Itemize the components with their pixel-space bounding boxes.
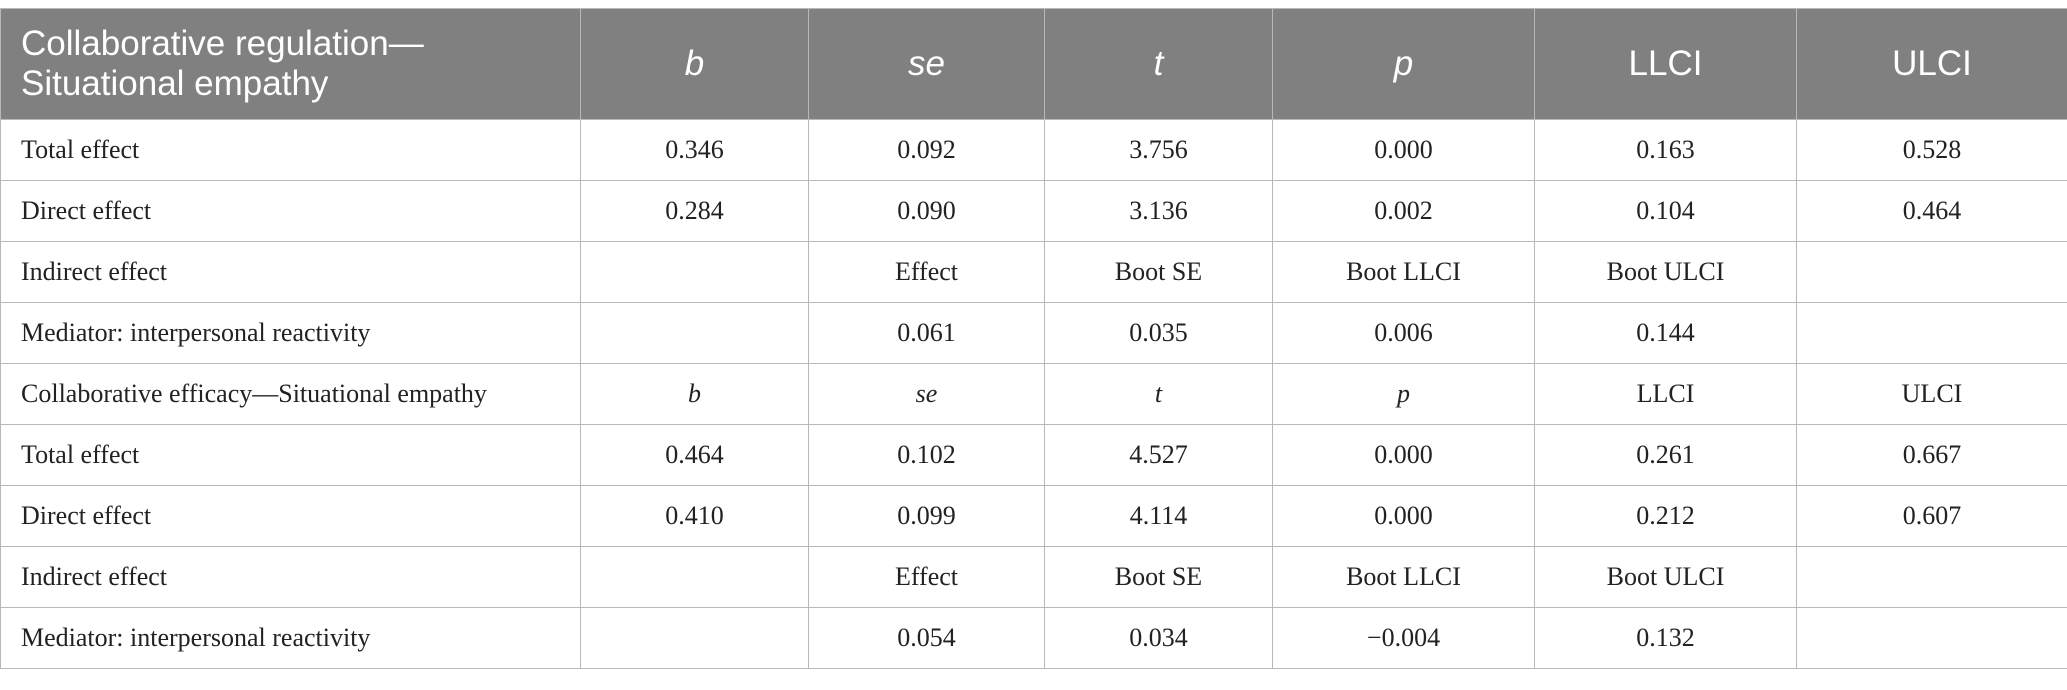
table-cell: Effect [808,546,1045,608]
row-label: Direct effect [0,180,581,242]
table-cell [1796,607,2067,669]
table-header: Collaborative regulation— Situational em… [0,8,2067,120]
table-cell [1796,241,2067,303]
table-cell: 0.607 [1796,485,2067,547]
header-col-se: se [808,8,1045,120]
table-cell: 0.104 [1534,180,1797,242]
table-cell: p [1272,363,1535,425]
table-cell: 0.464 [1796,180,2067,242]
header-col-t: t [1044,8,1273,120]
table-cell: 0.284 [580,180,809,242]
table-row: Total effect 0.464 0.102 4.527 0.000 0.2… [0,424,2067,486]
table-cell: 0.163 [1534,119,1797,181]
mediation-results-table: Collaborative regulation— Situational em… [0,8,2067,669]
table-cell [580,607,809,669]
table-cell [1796,302,2067,364]
table-cell: 4.114 [1044,485,1273,547]
table-row: Direct effect 0.410 0.099 4.114 0.000 0.… [0,485,2067,547]
header-col-llci: LLCI [1534,8,1797,120]
table-cell: 0.000 [1272,424,1535,486]
table-cell: 0.034 [1044,607,1273,669]
table-cell [1796,546,2067,608]
table-cell: 0.000 [1272,485,1535,547]
table-row: Total effect 0.346 0.092 3.756 0.000 0.1… [0,119,2067,181]
table-cell: 0.092 [808,119,1045,181]
table-row: Indirect effect Effect Boot SE Boot LLCI… [0,241,2067,303]
table-cell: b [580,363,809,425]
table-cell: ULCI [1796,363,2067,425]
table-cell: 0.346 [580,119,809,181]
table-row-subheader: Collaborative efficacy—Situational empat… [0,363,2067,425]
table-cell: Boot SE [1044,546,1273,608]
table-row: Indirect effect Effect Boot SE Boot LLCI… [0,546,2067,608]
table-cell: 0.090 [808,180,1045,242]
table-cell: 0.061 [808,302,1045,364]
table-cell: 0.035 [1044,302,1273,364]
table-cell: Boot ULCI [1534,546,1797,608]
row-label: Total effect [0,119,581,181]
table-cell: 0.464 [580,424,809,486]
header-col-b: b [580,8,809,120]
table-cell [580,241,809,303]
table-cell [580,546,809,608]
table-cell: 0.212 [1534,485,1797,547]
header-title-line1: Collaborative regulation— [21,24,424,63]
table-cell: 0.102 [808,424,1045,486]
table-cell: 0.528 [1796,119,2067,181]
header-col-p: p [1272,8,1535,120]
table-cell: t [1044,363,1273,425]
table-body: Total effect 0.346 0.092 3.756 0.000 0.1… [0,119,2067,669]
header-title-line2: Situational empathy [21,64,329,103]
table-cell: Boot LLCI [1272,546,1535,608]
table-cell: 0.099 [808,485,1045,547]
row-label: Indirect effect [0,546,581,608]
table-cell: 0.002 [1272,180,1535,242]
table-cell: Boot ULCI [1534,241,1797,303]
header-title-cell: Collaborative regulation— Situational em… [0,8,581,120]
table-cell: 0.006 [1272,302,1535,364]
table-cell: Effect [808,241,1045,303]
table-cell: 0.410 [580,485,809,547]
row-label: Direct effect [0,485,581,547]
table-cell [580,302,809,364]
table-row: Direct effect 0.284 0.090 3.136 0.002 0.… [0,180,2067,242]
table-cell: 4.527 [1044,424,1273,486]
table-cell: 0.667 [1796,424,2067,486]
table-cell: 0.144 [1534,302,1797,364]
table-cell: 0.261 [1534,424,1797,486]
table-cell: Boot SE [1044,241,1273,303]
table-cell: LLCI [1534,363,1797,425]
table-row: Mediator: interpersonal reactivity 0.054… [0,607,2067,669]
row-label: Indirect effect [0,241,581,303]
table-cell: Boot LLCI [1272,241,1535,303]
row-label: Total effect [0,424,581,486]
table-row: Mediator: interpersonal reactivity 0.061… [0,302,2067,364]
table-cell: −0.004 [1272,607,1535,669]
header-col-ulci: ULCI [1796,8,2067,120]
table-cell: 3.136 [1044,180,1273,242]
table-cell: 0.000 [1272,119,1535,181]
row-label: Collaborative efficacy—Situational empat… [0,363,581,425]
header-row: Collaborative regulation— Situational em… [0,8,2067,120]
table-cell: 0.132 [1534,607,1797,669]
row-label: Mediator: interpersonal reactivity [0,607,581,669]
table-cell: se [808,363,1045,425]
row-label: Mediator: interpersonal reactivity [0,302,581,364]
table-cell: 0.054 [808,607,1045,669]
table-cell: 3.756 [1044,119,1273,181]
